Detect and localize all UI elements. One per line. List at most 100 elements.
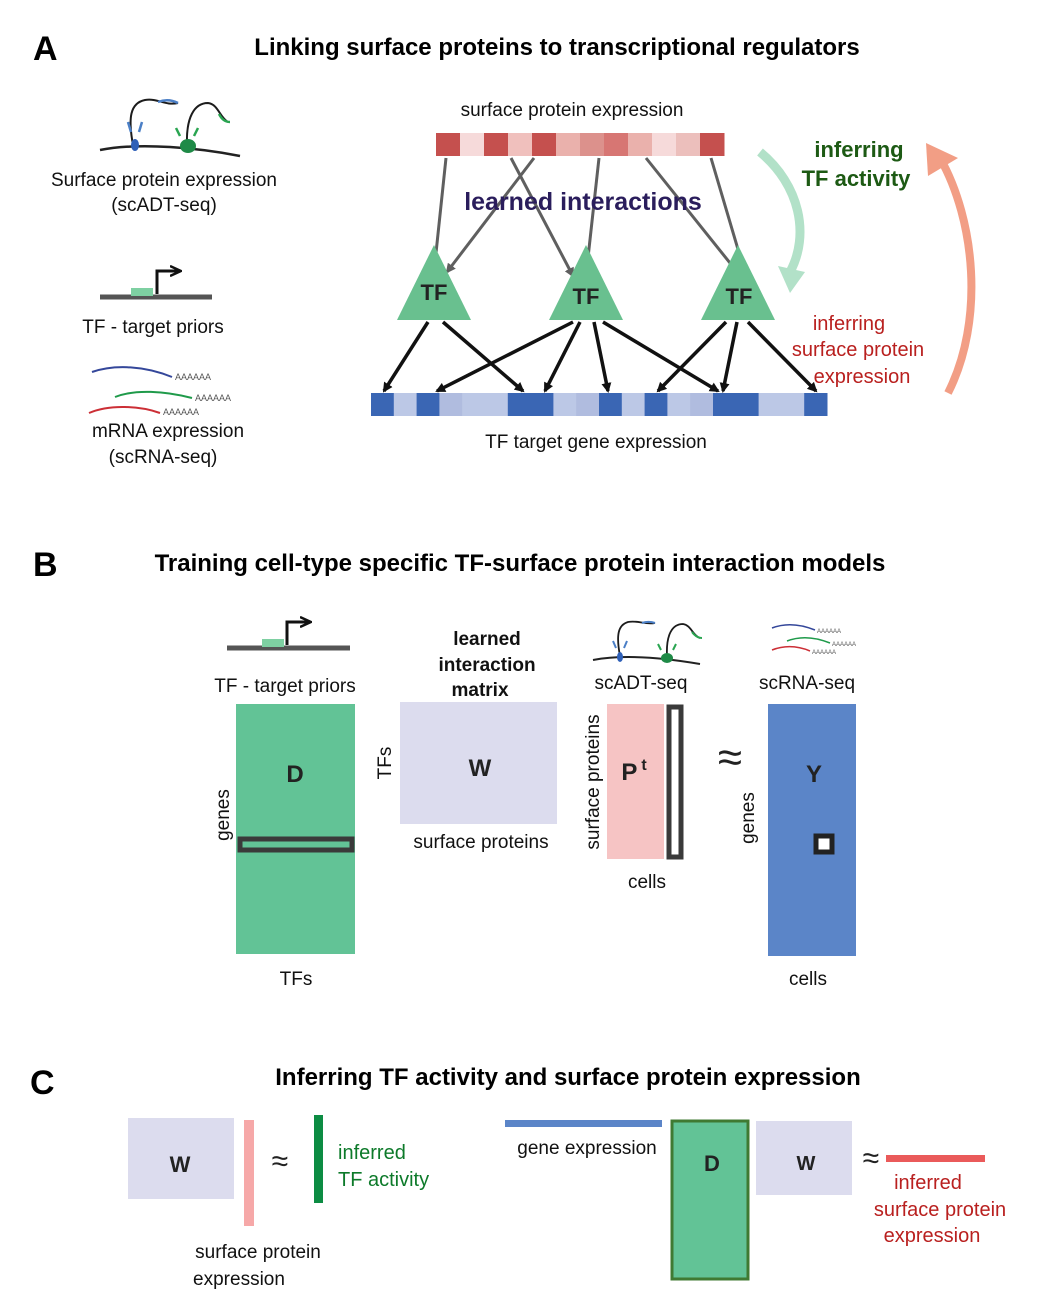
target-cell-17 [735, 393, 760, 416]
matrix-p-sup: t [641, 757, 647, 774]
matrix-w-c2 [756, 1121, 852, 1195]
priors-label-b: TF - target priors [214, 676, 355, 697]
target-cell-11 [599, 393, 623, 416]
adt-label-b: scADT-seq [595, 673, 688, 694]
gene-expr-label: gene expression [517, 1138, 656, 1159]
polya-2: AAAAAA [195, 393, 231, 403]
surface-expr-line2: expression [193, 1269, 285, 1290]
legend-mrna-line1: mRNA expression [92, 421, 244, 442]
adt-icon [99, 98, 241, 158]
surface-cell-10 [652, 133, 677, 156]
matrix-p-col-highlight [666, 704, 684, 860]
infer-sp-line2: surface protein [792, 339, 924, 361]
inferred-sp-line2: surface protein [874, 1199, 1006, 1221]
tf-node-2: TF [549, 245, 623, 320]
matrix-p-surface: surface proteins [583, 714, 604, 849]
panel-a-title: Linking surface proteins to transcriptio… [254, 34, 859, 61]
polya-3: AAAAAA [163, 407, 199, 417]
inferred-tf-line2: TF activity [338, 1169, 429, 1191]
surface-cell-11 [676, 133, 701, 156]
tf-label-1: TF [421, 280, 448, 305]
tf-node-1: TF [397, 245, 471, 320]
target-cell-9 [553, 393, 577, 416]
approx-c2: ≈ [863, 1142, 879, 1175]
surface-cell-3 [484, 133, 509, 156]
matrix-w [400, 702, 557, 824]
learned-interactions-label: learned interactions [464, 188, 702, 216]
surface-cell-12 [700, 133, 725, 156]
target-cell-5 [462, 393, 486, 416]
surface-vector-c [244, 1120, 254, 1226]
rna-label-b: scRNA-seq [759, 673, 855, 694]
panel-a-letter: A [33, 30, 58, 68]
target-cell-7 [507, 393, 532, 416]
target-cell-15 [690, 393, 714, 416]
target-gene-bar [371, 393, 828, 416]
polya-1: AAAAAA [175, 372, 211, 382]
matrix-y-cells: cells [789, 969, 827, 990]
matrix-w-tfs: TFs [375, 747, 396, 780]
matrix-d-c-label: D [704, 1151, 720, 1176]
target-cell-13 [644, 393, 668, 416]
mrna-icon-b: AAAAAA AAAAAA AAAAAA [771, 624, 856, 656]
inferred-tf-line1: inferred [338, 1142, 406, 1164]
target-cell-16 [713, 393, 737, 416]
learned-arrows [429, 157, 748, 278]
matrix-d-tfs: TFs [280, 969, 313, 990]
panel-b-title: Training cell-type specific TF-surface p… [155, 550, 886, 577]
target-cell-6 [485, 393, 509, 416]
inferred-sp-line3: expression [884, 1225, 981, 1247]
target-cell-18 [758, 393, 782, 416]
surface-cell-1 [436, 133, 461, 156]
matrix-y-genes: genes [738, 792, 759, 844]
matrix-d-row-highlight [237, 836, 355, 853]
polya-b1: AAAAAA [817, 629, 841, 635]
matrix-p-letter: P [621, 759, 637, 786]
surface-cell-6 [556, 133, 581, 156]
panel-b-letter: B [33, 546, 58, 584]
matrix-p [607, 704, 664, 859]
matrix-y-label: Y [806, 761, 822, 788]
legend-adt-line2: (scADT-seq) [111, 195, 217, 216]
surface-protein-bar [436, 133, 725, 156]
surface-cell-9 [628, 133, 653, 156]
infer-sp-line1: inferring [813, 313, 885, 335]
matrix-w-surface: surface proteins [413, 832, 548, 853]
matrix-p-cells: cells [628, 872, 666, 893]
matrix-label-3: matrix [451, 680, 508, 701]
matrix-label-1: learned [453, 629, 521, 650]
tf-label-3: TF [726, 284, 753, 309]
target-gene-label: TF target gene expression [485, 432, 707, 453]
promoter-icon-b [227, 622, 350, 651]
approx-c1: ≈ [272, 1145, 288, 1178]
panel-c-title: Inferring TF activity and surface protei… [275, 1064, 860, 1091]
target-cell-14 [667, 393, 691, 416]
target-cell-19 [781, 393, 805, 416]
target-cell-12 [621, 393, 646, 416]
legend-priors: TF - target priors [82, 317, 223, 338]
inferred-sp-line1: inferred [894, 1172, 962, 1194]
infer-tf-line1: inferring [814, 137, 903, 162]
matrix-label-2: interaction [438, 655, 535, 676]
infer-surface-arrow [926, 143, 976, 395]
polya-b3: AAAAAA [812, 650, 836, 656]
infer-sp-line3: expression [814, 366, 911, 388]
polya-b2: AAAAAA [832, 642, 856, 648]
inferred-surface-vector [886, 1155, 985, 1162]
matrix-w-label: W [469, 755, 492, 782]
matrix-w-c1-label: W [170, 1152, 191, 1177]
matrix-d-label: D [286, 761, 303, 788]
target-cell-2 [393, 393, 418, 416]
target-cell-8 [530, 393, 554, 416]
matrix-d-c [670, 1119, 750, 1281]
tf-node-3: TF [701, 245, 775, 320]
matrix-d [236, 704, 355, 954]
mrna-icon: AAAAAA AAAAAA AAAAAA [88, 366, 231, 417]
matrix-w-c2-label: W [797, 1153, 816, 1175]
surface-cell-4 [508, 133, 533, 156]
target-cell-1 [371, 393, 395, 416]
target-cell-4 [439, 393, 463, 416]
surface-cell-2 [460, 133, 485, 156]
adt-icon-b [592, 620, 703, 665]
